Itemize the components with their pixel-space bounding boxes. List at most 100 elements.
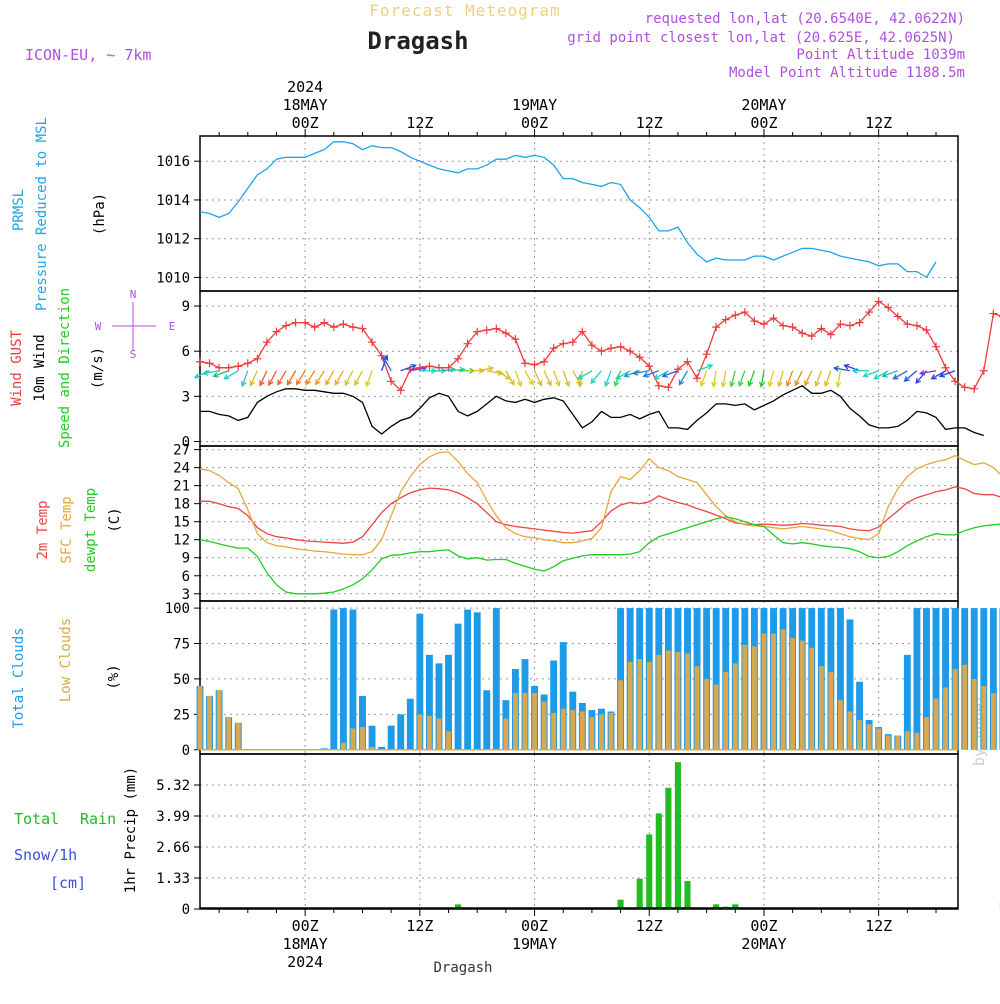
bottom-time-label: 18MAY bbox=[283, 935, 328, 953]
info-model-altitude: Model Point Altitude 1188.5m bbox=[729, 65, 965, 81]
precip-bar bbox=[665, 788, 671, 909]
wind-ytick-label: 9 bbox=[182, 299, 190, 315]
low-clouds-bar bbox=[341, 743, 346, 750]
footer-location: Dragash bbox=[433, 960, 492, 976]
low-clouds-bar bbox=[676, 652, 681, 750]
low-clouds-bar bbox=[580, 712, 585, 750]
total-clouds-bar bbox=[407, 699, 414, 750]
total-clouds-bar bbox=[340, 608, 347, 750]
precip-bar bbox=[684, 881, 690, 909]
total-clouds-bar bbox=[464, 610, 471, 750]
precip-ytick-label: 1.33 bbox=[156, 871, 190, 887]
temp-label-1: 2m Temp bbox=[35, 500, 51, 559]
top-time-label: 19MAY bbox=[512, 96, 557, 114]
low-clouds-bar bbox=[427, 716, 432, 750]
temp-ylabel: (C) bbox=[107, 507, 123, 532]
temp-label-2: SFC Temp bbox=[59, 496, 75, 563]
temperature-ytick-label: 12 bbox=[173, 533, 190, 549]
pressure-ytick-label: 1014 bbox=[156, 193, 190, 209]
low-clouds-bar bbox=[848, 712, 853, 750]
clouds-ytick-label: 75 bbox=[173, 637, 190, 653]
low-clouds-bar bbox=[714, 685, 719, 750]
low-clouds-bar bbox=[828, 672, 833, 750]
temp-label-3: dewpt Temp bbox=[83, 488, 99, 572]
clouds-ytick-label: 25 bbox=[173, 707, 190, 723]
pressure-ytick-label: 1012 bbox=[156, 232, 190, 248]
wind-ytick-label: 6 bbox=[182, 344, 190, 360]
clouds-ytick-label: 100 bbox=[165, 601, 190, 617]
low-clouds-bar bbox=[360, 727, 365, 750]
precip-cm-label: [cm] bbox=[50, 874, 86, 892]
bottom-time-label: 19MAY bbox=[512, 935, 557, 953]
low-clouds-bar bbox=[207, 696, 212, 750]
low-clouds-bar bbox=[953, 669, 958, 750]
low-clouds-bar bbox=[733, 663, 738, 749]
precip-ylabel: 1hr Precip (mm) bbox=[123, 767, 139, 893]
bottom-time-label: 12Z bbox=[865, 917, 892, 935]
wind-label-1: Wind GUST bbox=[9, 330, 25, 406]
total-clouds-bar bbox=[397, 714, 404, 749]
info-altitude: Point Altitude 1039m bbox=[796, 47, 965, 63]
low-clouds-bar bbox=[542, 702, 547, 750]
clouds-label-1: Total Clouds bbox=[11, 627, 27, 728]
clouds-ylabel: (%) bbox=[106, 664, 122, 689]
low-clouds-bar bbox=[618, 680, 623, 749]
low-clouds-bar bbox=[503, 719, 508, 750]
precip-total-label: Total bbox=[14, 810, 59, 828]
low-clouds-bar bbox=[685, 653, 690, 749]
low-clouds-bar bbox=[437, 719, 442, 750]
low-clouds-bar bbox=[647, 662, 652, 750]
pressure-ylabel: (hPa) bbox=[92, 193, 108, 235]
precip-snow-label: Snow/1h bbox=[14, 846, 77, 864]
bottom-time-label: 00Z bbox=[292, 917, 319, 935]
low-clouds-bar bbox=[934, 699, 939, 750]
low-clouds-bar bbox=[857, 720, 862, 750]
total-clouds-bar bbox=[483, 690, 490, 750]
top-time-label: 18MAY bbox=[283, 96, 328, 114]
low-clouds-bar bbox=[532, 693, 537, 750]
bottom-time-label: 12Z bbox=[636, 917, 663, 935]
low-clouds-bar bbox=[981, 686, 986, 750]
precip-panel-labels: 1hr Precip (mm) bbox=[123, 767, 139, 893]
low-clouds-bar bbox=[723, 672, 728, 750]
total-clouds-bar bbox=[388, 726, 395, 750]
low-clouds-bar bbox=[762, 634, 767, 750]
low-clouds-bar bbox=[217, 690, 222, 750]
total-clouds-bar bbox=[455, 624, 462, 750]
low-clouds-bar bbox=[895, 736, 900, 750]
low-clouds-bar bbox=[656, 655, 661, 750]
clouds-label-2: Low Clouds bbox=[58, 618, 74, 702]
top-time-label: 12Z bbox=[865, 114, 892, 132]
wind-ylabel: (m/s) bbox=[90, 347, 106, 389]
wind-label-3: Speed and Direction bbox=[57, 288, 73, 448]
low-clouds-bar bbox=[886, 736, 891, 750]
low-clouds-bar bbox=[809, 648, 814, 750]
temperature-ytick-label: 6 bbox=[182, 569, 190, 585]
low-clouds-bar bbox=[666, 651, 671, 750]
temperature-ytick-label: 9 bbox=[182, 551, 190, 567]
top-time-label: 00Z bbox=[750, 114, 777, 132]
temperature-ytick-label: 15 bbox=[173, 515, 190, 531]
bottom-time-label: 2024 bbox=[287, 953, 323, 971]
bottom-time-label: 00Z bbox=[750, 917, 777, 935]
low-clouds-bar bbox=[446, 731, 451, 749]
temperature-ytick-label: 24 bbox=[173, 461, 190, 477]
temperature-ytick-label: 18 bbox=[173, 497, 190, 513]
total-clouds-bar bbox=[330, 610, 337, 750]
precip-rain-label: Rain bbox=[80, 810, 116, 828]
low-clouds-bar bbox=[867, 724, 872, 750]
low-clouds-bar bbox=[704, 679, 709, 750]
low-clouds-bar bbox=[628, 662, 633, 750]
temperature-ytick-label: 21 bbox=[173, 479, 190, 495]
low-clouds-bar bbox=[742, 645, 747, 750]
compass-w: W bbox=[95, 320, 102, 333]
low-clouds-bar bbox=[876, 729, 881, 750]
low-clouds-bar bbox=[972, 679, 977, 750]
top-time-label: 12Z bbox=[636, 114, 663, 132]
precip-ytick-label: 0 bbox=[182, 902, 190, 918]
precip-bar bbox=[646, 834, 652, 909]
precip-bar bbox=[675, 762, 681, 909]
low-clouds-bar bbox=[570, 710, 575, 750]
